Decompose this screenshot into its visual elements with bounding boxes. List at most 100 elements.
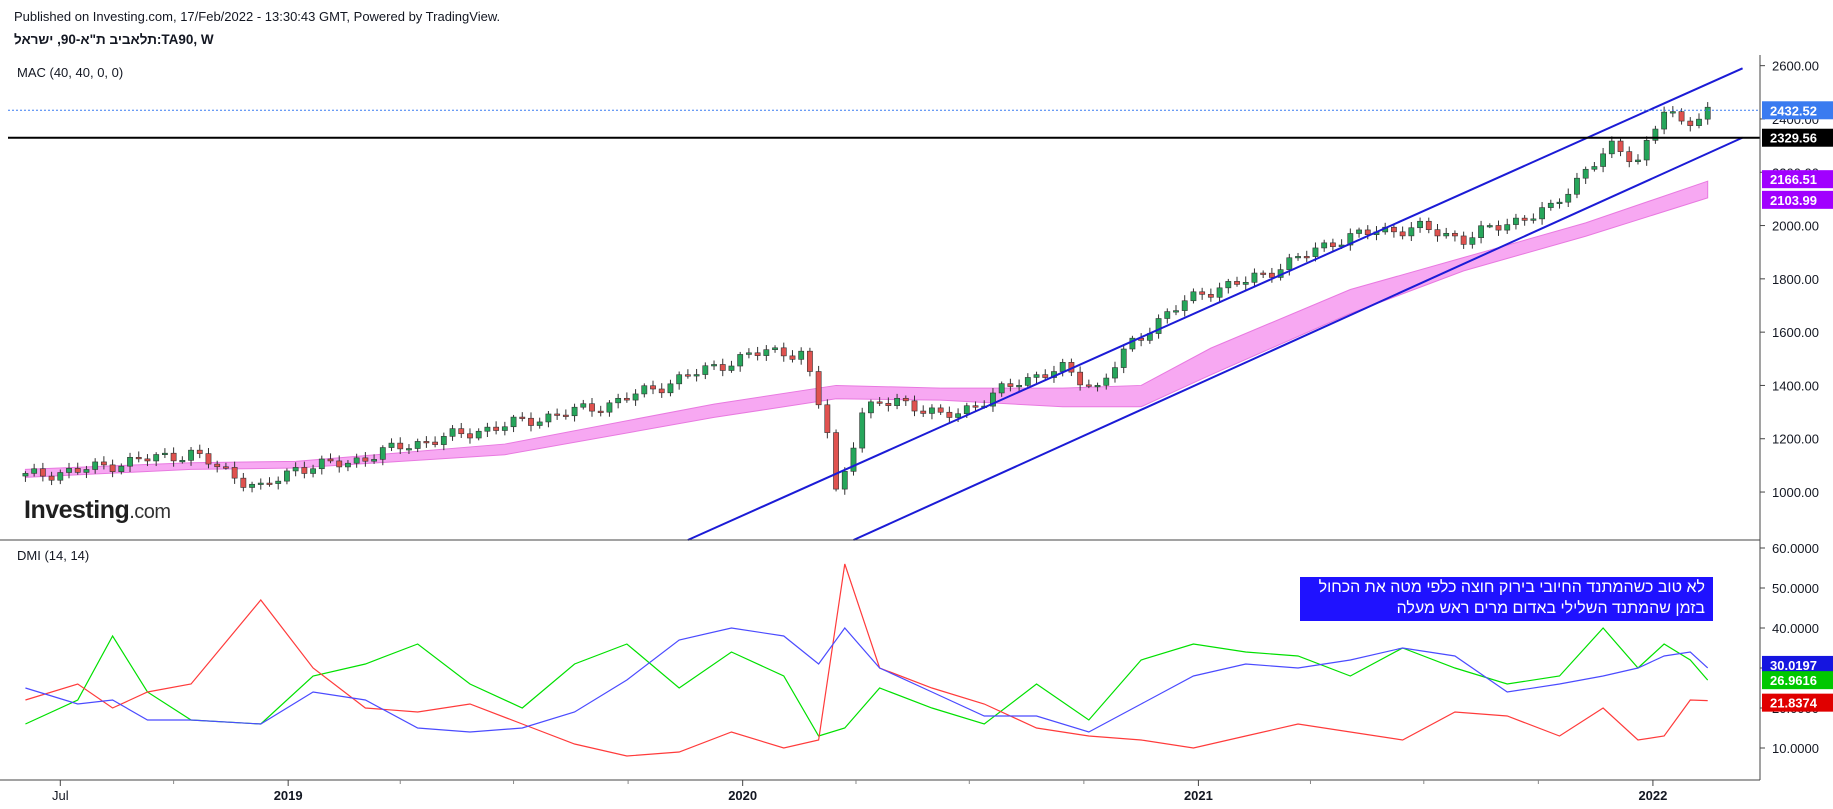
candle-body (536, 421, 543, 426)
candle-body (807, 350, 813, 372)
candle-body (580, 403, 587, 408)
candle-body (1268, 272, 1275, 278)
candle-body (833, 432, 839, 490)
candle-body (196, 449, 203, 454)
candle-body (955, 413, 961, 418)
price-tick-label: 2600.00 (1772, 59, 1819, 74)
candle-body (440, 436, 447, 445)
price-tick-label: 1000.00 (1772, 485, 1819, 500)
candle-body (1539, 207, 1545, 220)
candle-body (501, 426, 508, 431)
candle-body (1478, 225, 1484, 238)
candle-body (606, 402, 613, 413)
candle-body (22, 473, 29, 477)
price-tick-label: 2000.00 (1772, 219, 1819, 234)
candle-body (48, 475, 55, 481)
candle-body (963, 405, 970, 415)
price-tags: 2432.52 2329.56 2166.51 2103.99 30.019726.96… (1762, 101, 1833, 712)
candle-body (467, 433, 473, 439)
candle-body (1504, 224, 1511, 231)
mac-band-area (24, 180, 1709, 478)
candle-body (1495, 225, 1502, 231)
candle-body (1417, 220, 1423, 229)
candle-body (292, 467, 299, 472)
candle-body (1469, 237, 1476, 245)
candle-body (920, 410, 927, 414)
trend-channel (8, 67, 1760, 541)
candle-body (841, 471, 848, 490)
candle-body (1669, 111, 1676, 114)
price-tag-2-bg (1762, 128, 1833, 147)
dmi-tick-label: 10.0000 (1772, 741, 1819, 756)
candle-body (336, 460, 343, 468)
dmi-tick-label: 60.0000 (1772, 541, 1819, 556)
candle-body (1678, 111, 1685, 122)
candle-body (1521, 217, 1528, 221)
candle-body (379, 447, 386, 460)
candle-body (902, 397, 909, 402)
candle-body (1696, 118, 1702, 126)
dmi-lines (25, 563, 1709, 757)
price-tick-label: 1400.00 (1772, 378, 1819, 393)
candle-body (754, 352, 761, 356)
candle-body (1234, 281, 1240, 285)
candle-body (1661, 111, 1668, 130)
axes: 2600.002400.002200.002000.001800.001600.… (0, 55, 1819, 803)
candle-body (345, 462, 351, 468)
candle-body (231, 467, 238, 479)
candle-body (684, 374, 691, 377)
candle-body (257, 482, 264, 485)
candle-body (223, 466, 229, 469)
candle-body (275, 480, 282, 484)
candle-body (1452, 232, 1458, 237)
candle-body (127, 456, 133, 467)
candle-body (144, 458, 151, 462)
candle-body (946, 411, 953, 418)
candle-body (1687, 120, 1694, 126)
candle-body (318, 458, 325, 470)
candle-body (1216, 287, 1223, 298)
x-tick-label: 2020 (728, 788, 757, 803)
price-tick-label: 1600.00 (1772, 325, 1819, 340)
candle-body (1582, 168, 1589, 179)
x-tick-label: Jul (52, 788, 69, 803)
dmi-indicator-label[interactable]: DMI (14, 14) (17, 548, 90, 563)
annotation-box: לא טוב כשהמתנד החיובי בירוק חוצה כלפי מט… (1300, 577, 1713, 621)
candle-body (1199, 291, 1206, 295)
candle-body (1425, 220, 1432, 230)
x-tick-label: 2019 (274, 788, 303, 803)
candle-body (1207, 294, 1214, 298)
candle-body (188, 449, 194, 461)
candle-body (1513, 217, 1519, 225)
dmi-tag-3-bg (1762, 693, 1833, 712)
candle-body (1181, 300, 1188, 311)
candle-body (868, 401, 874, 414)
x-tick-label: 2021 (1184, 788, 1213, 803)
candle-body (1155, 318, 1162, 334)
candlesticks (22, 102, 1711, 495)
price-tag-3: 2166.51 (1770, 172, 1817, 187)
candle-body (1303, 256, 1310, 259)
candle-body (432, 441, 439, 445)
candle-body (632, 393, 639, 401)
mac-indicator-label[interactable]: MAC (40, 40, 0, 0) (17, 65, 124, 80)
candle-body (859, 412, 866, 449)
candle-body (929, 407, 935, 414)
candle-body (562, 414, 569, 417)
candle-body (214, 463, 221, 468)
candle-body (83, 469, 90, 473)
price-tag-4: 2103.99 (1770, 193, 1817, 208)
candle-body (1103, 377, 1110, 386)
candle-body (1312, 247, 1319, 257)
candle-body (1042, 374, 1049, 378)
annotation-line-2: בזמן שהמתנד השלילי באדום מרים ראש מעלה (1396, 600, 1705, 617)
candle-body (650, 385, 656, 390)
candle-body (310, 468, 316, 474)
candle-body (240, 477, 247, 488)
candle-body (1286, 257, 1293, 270)
dmi-tag-3: 21.8374 (1770, 696, 1818, 711)
channel-upper-line (687, 67, 1743, 541)
candle-body (205, 453, 212, 465)
dmi-tag-2: 26.9616 (1770, 673, 1817, 688)
candle-body (815, 371, 822, 406)
